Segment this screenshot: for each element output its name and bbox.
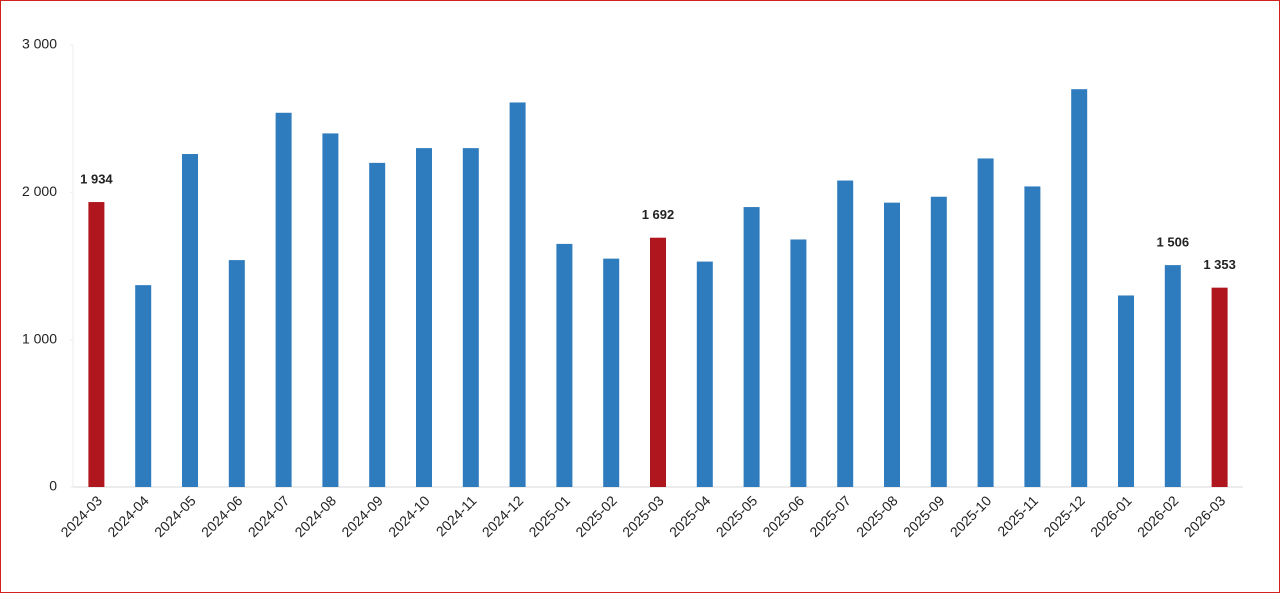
bar [1024, 186, 1041, 487]
bar [743, 207, 760, 488]
bar [603, 258, 620, 487]
bar [182, 154, 198, 487]
bar [556, 243, 573, 487]
value-label: 1 934 [80, 171, 113, 186]
bar [228, 260, 245, 487]
bar [369, 162, 386, 487]
value-label: 1 353 [1203, 257, 1236, 272]
bar [1071, 89, 1088, 487]
bar [509, 102, 526, 488]
bar [462, 148, 479, 487]
bar [837, 180, 854, 487]
bar [884, 202, 900, 487]
value-label: 1 506 [1157, 235, 1190, 250]
bar [88, 202, 105, 488]
y-tick-label: 0 [49, 478, 57, 494]
y-tick-label: 2 000 [22, 183, 57, 199]
bar [322, 133, 339, 487]
bar [275, 112, 292, 488]
bar [1211, 287, 1228, 487]
bar [977, 158, 994, 488]
bar [135, 285, 152, 487]
y-tick-label: 3 000 [22, 36, 57, 52]
bar [1164, 265, 1181, 487]
bar [1118, 295, 1134, 487]
bar [696, 261, 713, 487]
bar [416, 148, 432, 487]
bar [650, 237, 666, 487]
value-label: 1 692 [642, 207, 675, 222]
y-tick-label: 1 000 [22, 330, 57, 346]
bar [790, 239, 807, 487]
bar [930, 196, 947, 487]
